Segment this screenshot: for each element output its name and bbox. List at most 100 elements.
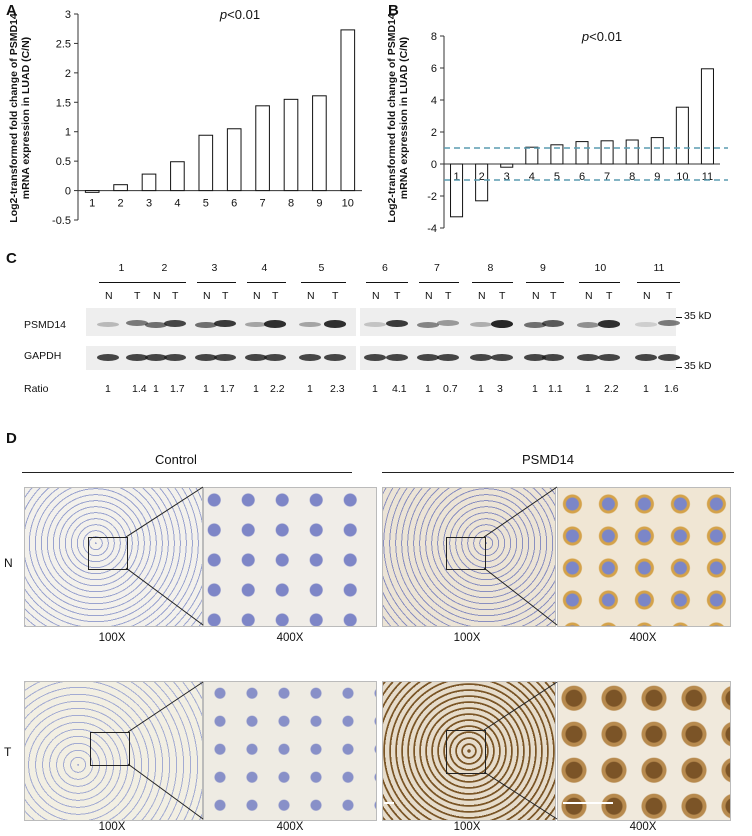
lane-underline — [579, 282, 620, 283]
lane-number: 11 — [653, 262, 665, 274]
lane-n-label: N — [203, 290, 211, 302]
scale-bar — [384, 802, 394, 804]
band-gapdh — [97, 354, 119, 361]
lane-n-label: N — [307, 290, 315, 302]
lane-t-label: T — [394, 290, 401, 302]
blot-gapdh-right — [360, 346, 676, 370]
ratio-value: 1.6 — [664, 383, 679, 395]
group-psmd14-divider — [382, 472, 734, 473]
bar — [650, 137, 664, 165]
band-gapdh — [195, 354, 217, 361]
bar — [600, 140, 614, 165]
lane-n-label: N — [153, 290, 161, 302]
caption-n-4: 400X — [629, 632, 657, 644]
band-gapdh — [635, 354, 657, 361]
blot-psmd14-right — [360, 308, 676, 336]
bar — [255, 105, 270, 192]
lane-t-label: T — [445, 290, 452, 302]
bar — [113, 184, 128, 192]
panel-label-b: B — [388, 2, 399, 19]
caption-t-1: 100X — [98, 821, 126, 833]
ihc-control-t-400x — [203, 681, 377, 821]
lane-t-label: T — [606, 290, 613, 302]
lane-number: 8 — [487, 262, 494, 274]
band-gapdh — [145, 354, 167, 361]
lane-t-label: T — [666, 290, 673, 302]
band-psmd14 — [577, 322, 599, 328]
ratio-value: 1 — [425, 383, 431, 395]
y-tick-label: 0 — [431, 159, 437, 171]
band-gapdh — [524, 354, 546, 361]
lane-number: 6 — [382, 262, 388, 274]
band-psmd14 — [164, 320, 186, 328]
x-tick-label: 2 — [479, 171, 485, 183]
lane-underline — [147, 282, 186, 283]
panel-label-a: A — [6, 2, 17, 19]
band-psmd14 — [635, 322, 657, 327]
bar — [450, 163, 464, 218]
caption-n-2: 400X — [276, 632, 304, 644]
y-tick-label: 2 — [65, 68, 71, 80]
caption-t-3: 100X — [453, 821, 481, 833]
band-gapdh — [437, 354, 459, 361]
lane-number: 3 — [211, 262, 218, 274]
lane-t-label: T — [222, 290, 229, 302]
zoom-box — [90, 732, 130, 766]
band-gapdh — [386, 354, 408, 361]
lane-underline — [419, 282, 459, 283]
bar — [170, 161, 185, 192]
band-psmd14 — [437, 320, 459, 326]
lane-t-label: T — [172, 290, 179, 302]
band-psmd14 — [524, 322, 546, 329]
ratio-value: 1 — [585, 383, 591, 395]
y-tick-label: 0.5 — [56, 156, 71, 168]
band-psmd14 — [195, 322, 217, 329]
bar — [500, 163, 514, 168]
row-label-n: N — [4, 556, 13, 570]
ratio-value: 1 — [253, 383, 259, 395]
x-tick-label: 1 — [453, 171, 459, 183]
lane-underline — [472, 282, 513, 283]
zoom-lines-n — [125, 486, 558, 626]
x-tick-label: 3 — [146, 198, 152, 210]
bar — [625, 139, 639, 165]
caption-t-4: 400X — [629, 821, 657, 833]
y-tick-label: -4 — [427, 223, 437, 235]
band-gapdh — [264, 354, 286, 361]
ihc-psmd14-n-400x — [557, 487, 731, 627]
band-gapdh — [324, 354, 346, 361]
bar — [141, 173, 157, 192]
y-tick-label: 1.5 — [56, 97, 71, 109]
band-gapdh — [542, 354, 564, 361]
lane-n-label: N — [105, 290, 113, 302]
x-tick-label: 1 — [89, 198, 95, 210]
band-psmd14 — [324, 320, 346, 328]
chart-a: -0.5 0 0.5 1 1.5 2 2.5 3 1 2 3 4 5 6 7 8 9 10 p<0.01 — [52, 7, 362, 227]
zoom-lines-t — [127, 681, 558, 820]
y-tick-label: 1 — [65, 127, 71, 139]
row-label-t: T — [4, 745, 12, 759]
x-tick-label: 9 — [654, 171, 660, 183]
lane-number: 5 — [318, 262, 325, 274]
band-psmd14 — [299, 322, 321, 328]
lane-underline — [637, 282, 680, 283]
bar — [312, 95, 327, 192]
zoom-box — [446, 730, 486, 774]
band-psmd14 — [97, 322, 119, 327]
ratio-value: 3 — [497, 383, 503, 395]
lane-underline — [301, 282, 346, 283]
lane-n-label: N — [643, 290, 651, 302]
marker-tick-1 — [672, 317, 682, 318]
lane-n-label: N — [253, 290, 261, 302]
panel-label-c: C — [6, 250, 17, 267]
ratio-value: 1.7 — [170, 383, 185, 395]
x-tick-label: 5 — [203, 198, 209, 210]
lane-number: 7 — [434, 262, 440, 274]
ratio-value: 1 — [643, 383, 649, 395]
band-psmd14 — [245, 322, 267, 328]
lane-t-label: T — [272, 290, 279, 302]
x-tick-label: 4 — [529, 171, 535, 183]
panel-label-d: D — [6, 430, 17, 447]
y-tick-label: 8 — [431, 31, 437, 43]
bar — [226, 128, 242, 192]
